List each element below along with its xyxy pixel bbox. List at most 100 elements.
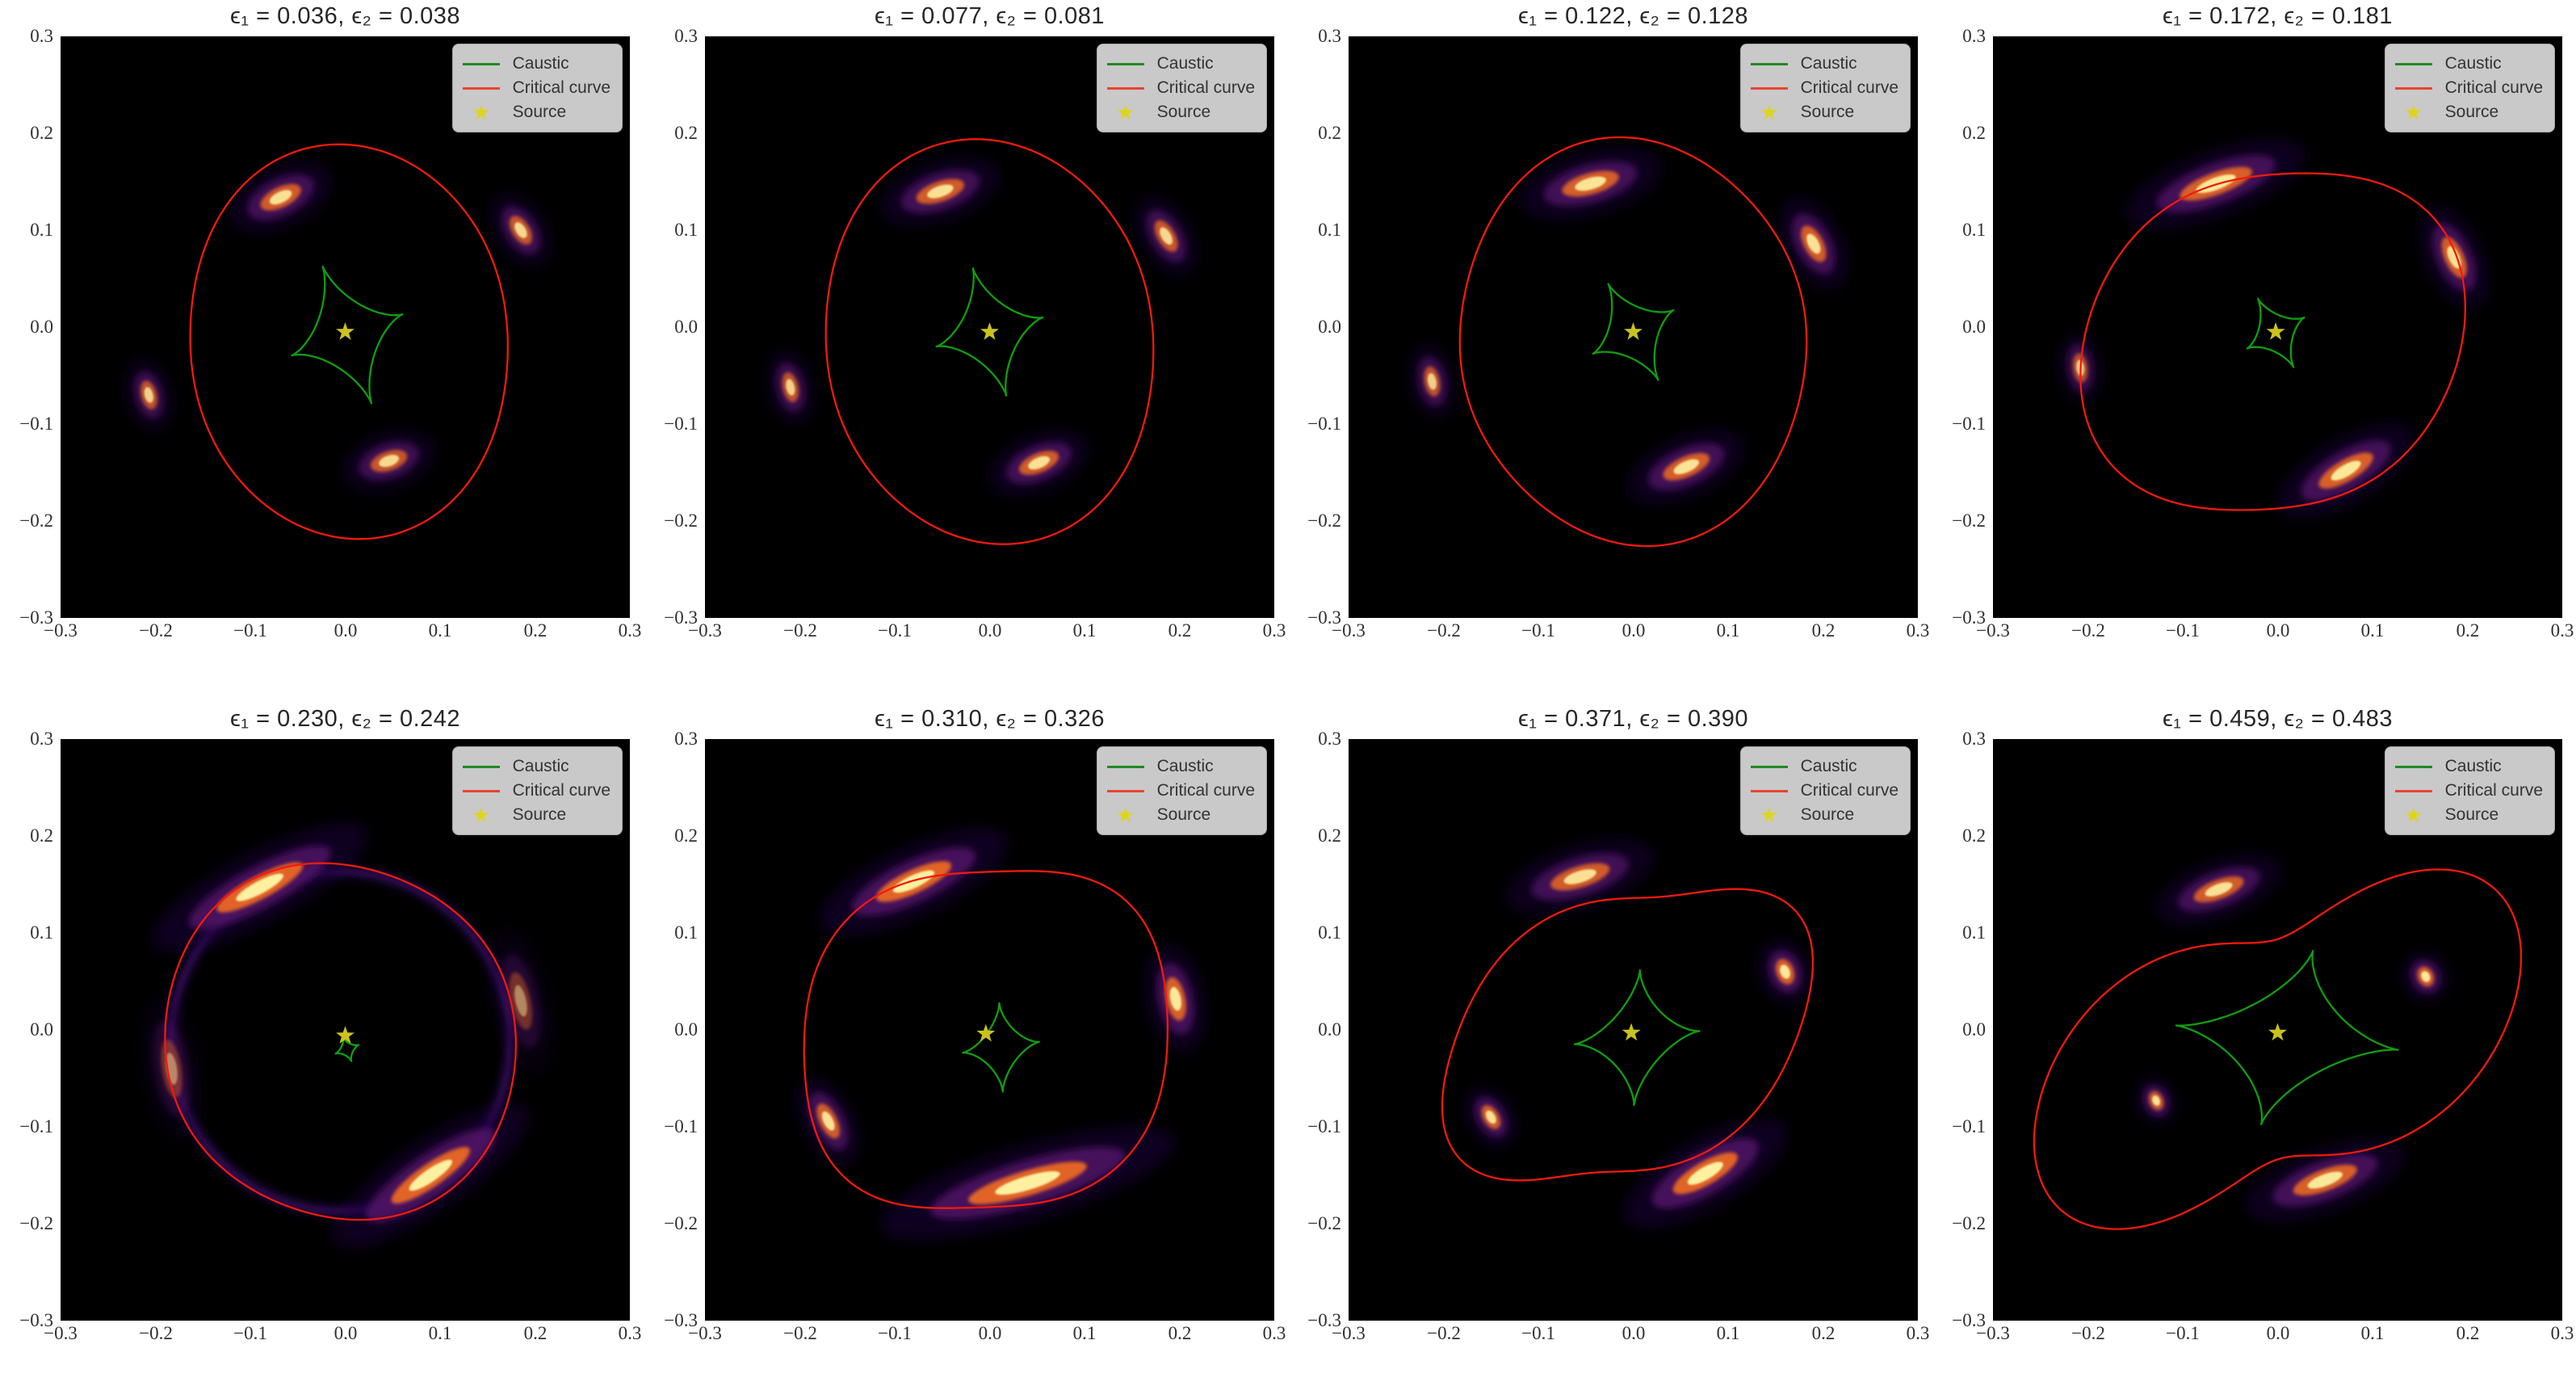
x-tick-label: 0.0 bbox=[2266, 620, 2290, 641]
critical-curve-line-sample bbox=[1106, 86, 1144, 90]
y-tick-label: 0.2 bbox=[30, 123, 53, 143]
lensed-image-blob bbox=[2277, 422, 2415, 519]
panel-title: ϵ₁ = 0.310, ϵ₂ = 0.326 bbox=[874, 706, 1105, 732]
caustic-path bbox=[1573, 968, 1701, 1107]
x-tick-label: −0.2 bbox=[783, 620, 817, 641]
lensed-image-blob bbox=[766, 349, 815, 426]
panel-title: ϵ₁ = 0.459, ϵ₂ = 0.483 bbox=[2162, 706, 2393, 732]
legend-label: Source bbox=[1156, 103, 1211, 121]
legend-row-caustic: Caustic bbox=[1106, 52, 1255, 76]
lensed-image-blob bbox=[151, 822, 368, 952]
panel-title: ϵ₁ = 0.172, ϵ₂ = 0.181 bbox=[2162, 3, 2393, 29]
legend-label: Caustic bbox=[512, 54, 569, 73]
y-tick-label: −0.3 bbox=[1307, 607, 1341, 628]
legend-label: Critical curve bbox=[2444, 781, 2543, 800]
x-tick-label: 0.3 bbox=[1262, 1323, 1286, 1343]
source-star-marker bbox=[2266, 322, 2285, 340]
legend-row-critical-curve: Critical curve bbox=[1750, 76, 1898, 100]
lensed-image-blob bbox=[342, 429, 435, 493]
lensed-image-blob bbox=[2135, 1077, 2178, 1125]
y-tick-label: −0.2 bbox=[1307, 510, 1341, 531]
source-star-icon: ★ bbox=[1759, 100, 1779, 124]
y-tick-label: 0.0 bbox=[30, 1019, 53, 1040]
y-tick-label: 0.0 bbox=[1318, 1019, 1341, 1040]
y-tick-label: 0.0 bbox=[30, 317, 53, 337]
y-tick-label: −0.1 bbox=[1307, 414, 1341, 434]
panel-title: ϵ₁ = 0.077, ϵ₂ = 0.081 bbox=[874, 3, 1105, 29]
x-tick-label: 0.1 bbox=[428, 620, 452, 641]
x-tick-label: −0.3 bbox=[688, 1323, 722, 1343]
plot-area: Caustic Critical curve ★ Source bbox=[1993, 36, 2562, 618]
source-star-marker bbox=[2268, 1023, 2287, 1041]
x-tick-label: −0.1 bbox=[878, 1323, 912, 1343]
legend-label: Caustic bbox=[512, 757, 569, 775]
x-tick-label: 0.1 bbox=[1072, 1323, 1097, 1343]
lensed-image-blob bbox=[1144, 944, 1206, 1053]
legend-row-critical-curve: Critical curve bbox=[1106, 76, 1255, 100]
critical-curve-path bbox=[803, 870, 1169, 1209]
lens-panel-2: ϵ₁ = 0.077, ϵ₂ = 0.081 bbox=[644, 0, 1288, 675]
panel-title: ϵ₁ = 0.230, ϵ₂ = 0.242 bbox=[229, 706, 461, 732]
source-star-marker bbox=[1622, 1023, 1641, 1041]
legend-label: Source bbox=[1156, 805, 1211, 824]
x-tick-label: 0.3 bbox=[1906, 1323, 1930, 1343]
lensed-image-blob bbox=[1505, 838, 1655, 915]
legend-label: Source bbox=[1800, 805, 1855, 824]
critical-curve-path bbox=[164, 862, 518, 1221]
caustic-path bbox=[2175, 950, 2399, 1126]
legend-row-caustic: Caustic bbox=[462, 52, 610, 76]
y-tick-label: 0.1 bbox=[1962, 922, 1986, 943]
lens-panel-5: ϵ₁ = 0.230, ϵ₂ = 0.242 bbox=[0, 703, 644, 1378]
x-tick-label: −0.2 bbox=[783, 1323, 817, 1343]
y-tick-label: 0.1 bbox=[30, 220, 53, 240]
x-tick-label: −0.3 bbox=[1976, 620, 2010, 641]
plot-legend: Caustic Critical curve ★ Source bbox=[1739, 44, 1911, 132]
caustic-path bbox=[334, 1036, 360, 1062]
legend-row-source: ★ Source bbox=[2395, 100, 2543, 124]
lensed-image-blob bbox=[2419, 205, 2490, 309]
legend-label: Critical curve bbox=[1800, 781, 1898, 800]
caustic-path bbox=[1592, 283, 1675, 381]
y-tick-label: 0.0 bbox=[1318, 317, 1341, 337]
x-tick-label: 0.1 bbox=[2360, 1323, 2385, 1343]
y-tick-label: 0.2 bbox=[1318, 123, 1341, 143]
lensed-image-blob bbox=[1627, 429, 1745, 505]
critical-curve-path bbox=[2033, 868, 2523, 1230]
lensed-image-blob bbox=[796, 1076, 861, 1166]
legend-row-source: ★ Source bbox=[1751, 803, 1898, 827]
y-tick-label: 0.3 bbox=[30, 729, 53, 749]
x-tick-label: −0.1 bbox=[1521, 1323, 1555, 1343]
legend-label: Critical curve bbox=[1156, 78, 1255, 97]
plot-legend: Caustic Critical curve ★ Source bbox=[451, 746, 623, 835]
y-tick-label: 0.3 bbox=[674, 729, 698, 749]
x-tick-label: 0.2 bbox=[1168, 620, 1192, 641]
caustic-line-sample bbox=[1750, 765, 1788, 768]
legend-row-caustic: Caustic bbox=[1750, 754, 1898, 779]
lensed-image-blob bbox=[489, 193, 552, 267]
y-tick-label: 0.2 bbox=[674, 826, 698, 846]
lensed-image-blob bbox=[229, 161, 333, 234]
x-tick-label: 0.2 bbox=[1811, 620, 1836, 641]
caustic-line-sample bbox=[462, 765, 500, 768]
x-tick-label: −0.3 bbox=[44, 620, 78, 641]
x-tick-label: 0.2 bbox=[1811, 1323, 1836, 1343]
lens-plot-svg bbox=[1349, 739, 1918, 1321]
critical-curve-line-sample bbox=[1750, 86, 1788, 90]
caustic-line-sample bbox=[2394, 62, 2432, 65]
caustic-path bbox=[935, 267, 1044, 397]
x-tick-label: −0.3 bbox=[688, 620, 722, 641]
legend-row-source: ★ Source bbox=[1107, 100, 1255, 124]
plot-area: Caustic Critical curve ★ Source bbox=[1349, 36, 1918, 618]
y-tick-label: 0.2 bbox=[1962, 826, 1986, 846]
caustic-path bbox=[291, 265, 404, 405]
plot-legend: Caustic Critical curve ★ Source bbox=[1096, 746, 1267, 835]
legend-row-source: ★ Source bbox=[463, 100, 610, 124]
lensed-image-blob bbox=[1519, 147, 1663, 221]
legend-label: Caustic bbox=[2444, 54, 2502, 73]
lensed-image-blob bbox=[2245, 1138, 2406, 1222]
lens-panel-4: ϵ₁ = 0.172, ϵ₂ = 0.181 bbox=[1932, 0, 2576, 675]
y-tick-label: −0.3 bbox=[19, 1310, 53, 1330]
lens-plot-svg bbox=[61, 36, 630, 618]
y-tick-label: 0.3 bbox=[1962, 729, 1986, 749]
critical-curve-line-sample bbox=[462, 789, 500, 792]
